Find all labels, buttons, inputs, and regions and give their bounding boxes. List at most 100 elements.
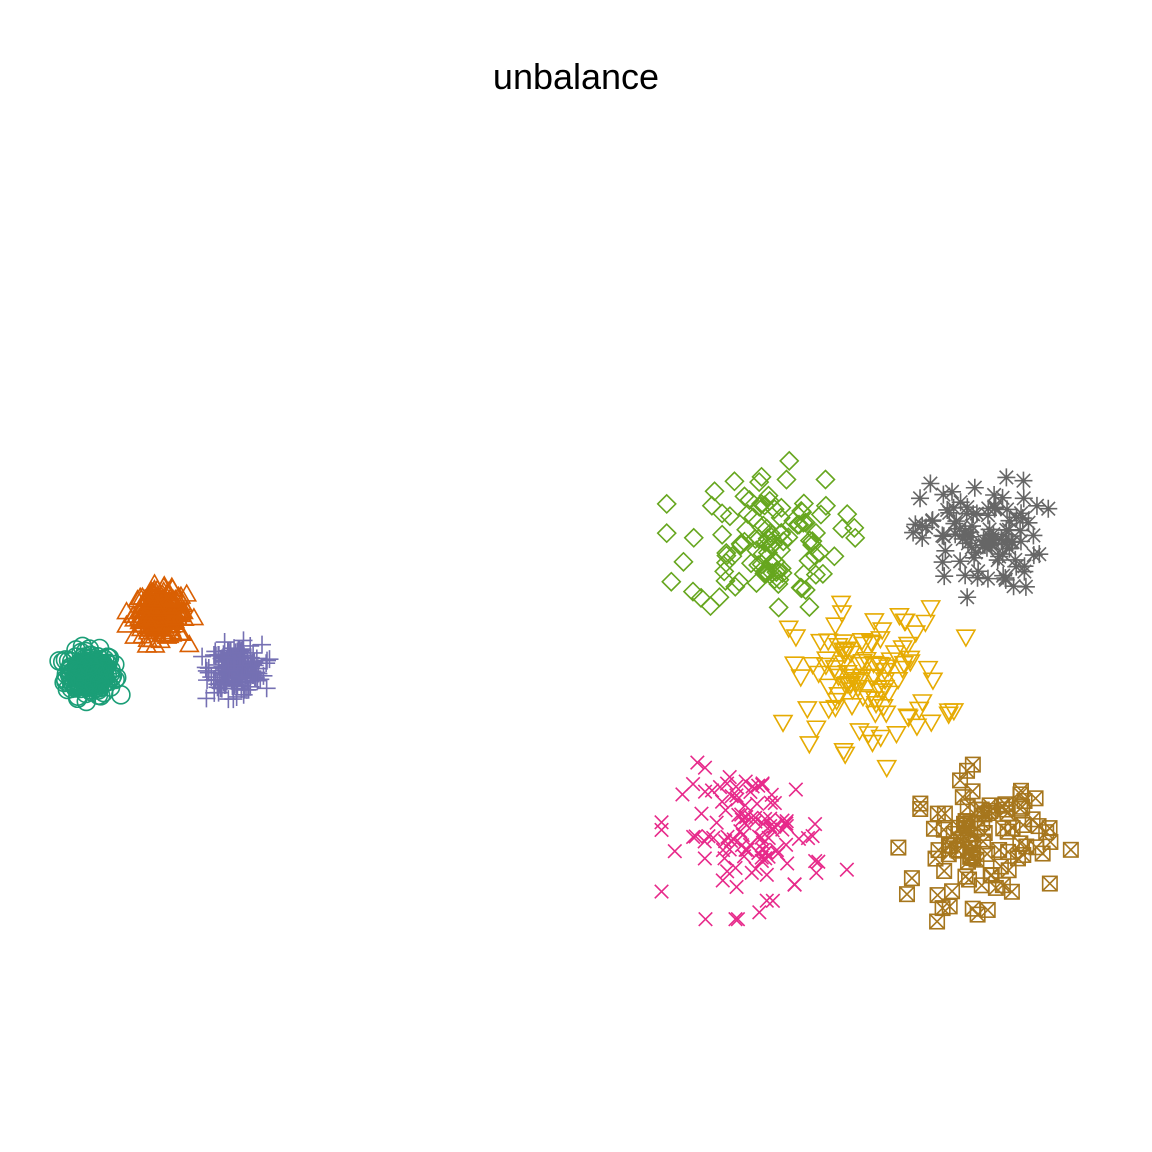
point-diamond — [799, 596, 820, 618]
point-x — [764, 787, 780, 803]
point-diamond — [715, 552, 737, 573]
point-x — [755, 776, 770, 791]
point-square-x — [1062, 841, 1079, 858]
point-asterisk — [943, 482, 962, 501]
point-asterisk — [956, 566, 975, 585]
series-triangle-up — [116, 573, 205, 653]
point-square-x — [957, 868, 974, 885]
point-circle — [79, 639, 100, 659]
point-triangle-down — [886, 725, 907, 745]
point-triangle-down — [783, 656, 805, 675]
point-x — [778, 816, 794, 831]
point-asterisk — [998, 500, 1017, 519]
point-x — [720, 829, 735, 845]
point-asterisk — [1030, 545, 1049, 564]
point-x — [759, 893, 775, 908]
point-square-x — [934, 900, 951, 917]
point-x — [807, 853, 823, 869]
point-triangle-down — [880, 652, 902, 671]
point-asterisk — [980, 520, 999, 539]
point-x — [694, 806, 709, 822]
point-diamond — [791, 578, 812, 599]
point-diamond — [844, 517, 865, 538]
point-x — [719, 864, 735, 879]
point-asterisk — [961, 523, 980, 542]
point-diamond — [805, 522, 827, 544]
point-diamond — [673, 551, 694, 572]
point-asterisk — [986, 498, 1005, 517]
point-x — [729, 792, 745, 807]
point-diamond — [704, 481, 725, 502]
point-triangle-down — [862, 734, 883, 753]
point-asterisk — [1004, 577, 1023, 596]
point-triangle-down — [852, 636, 874, 655]
point-plus — [206, 646, 225, 665]
point-triangle-down — [917, 660, 939, 679]
point-diamond — [810, 504, 832, 525]
point-diamond — [809, 542, 830, 563]
point-triangle-down — [899, 650, 921, 669]
point-square-x — [935, 821, 952, 838]
point-asterisk — [1027, 496, 1046, 515]
point-x — [761, 849, 776, 864]
point-plus — [224, 690, 243, 709]
point-plus — [234, 685, 253, 704]
point-triangle-up — [162, 589, 183, 608]
point-diamond — [760, 523, 781, 544]
point-diamond — [700, 595, 721, 617]
point-triangle-down — [908, 701, 930, 720]
point-x — [698, 911, 713, 927]
point-triangle-down — [831, 605, 853, 624]
point-x — [717, 833, 733, 849]
point-triangle-down — [871, 622, 893, 641]
point-asterisk — [913, 528, 932, 547]
point-triangle-up — [168, 622, 190, 641]
point-triangle-up — [140, 615, 162, 634]
point-square-x — [890, 839, 907, 856]
point-triangle-down — [955, 629, 977, 648]
point-diamond — [787, 514, 808, 535]
point-asterisk — [958, 588, 977, 607]
point-asterisk — [965, 478, 984, 497]
point-x — [766, 819, 782, 835]
point-circle — [62, 672, 82, 692]
point-plus — [233, 667, 252, 686]
point-diamond — [749, 496, 770, 517]
point-x — [728, 860, 743, 876]
point-x — [749, 796, 765, 812]
point-square-x — [1027, 790, 1044, 807]
point-asterisk — [1039, 499, 1058, 518]
point-diamond — [795, 512, 816, 533]
point-plus — [215, 648, 234, 667]
point-asterisk — [934, 485, 953, 504]
point-circle — [104, 654, 125, 675]
point-triangle-down — [864, 668, 885, 687]
point-x — [654, 884, 669, 899]
point-x — [755, 842, 771, 858]
point-square-x — [994, 877, 1011, 894]
point-triangle-down — [772, 714, 794, 733]
point-diamond — [778, 527, 799, 548]
point-circle — [111, 685, 131, 705]
point-triangle-down — [815, 651, 837, 670]
point-x — [759, 867, 775, 883]
point-plus — [208, 678, 227, 697]
point-diamond — [776, 469, 797, 490]
point-x — [697, 784, 713, 800]
point-asterisk — [993, 488, 1012, 507]
point-triangle-up — [164, 607, 186, 626]
point-asterisk — [993, 531, 1012, 550]
point-x — [722, 842, 738, 857]
point-plus — [257, 654, 276, 673]
point-asterisk — [1006, 550, 1025, 569]
point-x — [770, 846, 786, 861]
point-triangle-up — [145, 591, 167, 610]
point-asterisk — [940, 503, 959, 522]
point-triangle-down — [922, 672, 944, 691]
point-x — [728, 911, 743, 927]
point-triangle-down — [887, 671, 909, 691]
point-triangle-up — [143, 581, 165, 600]
point-triangle-down — [796, 701, 818, 720]
point-x — [747, 810, 763, 826]
point-circle — [58, 650, 79, 671]
